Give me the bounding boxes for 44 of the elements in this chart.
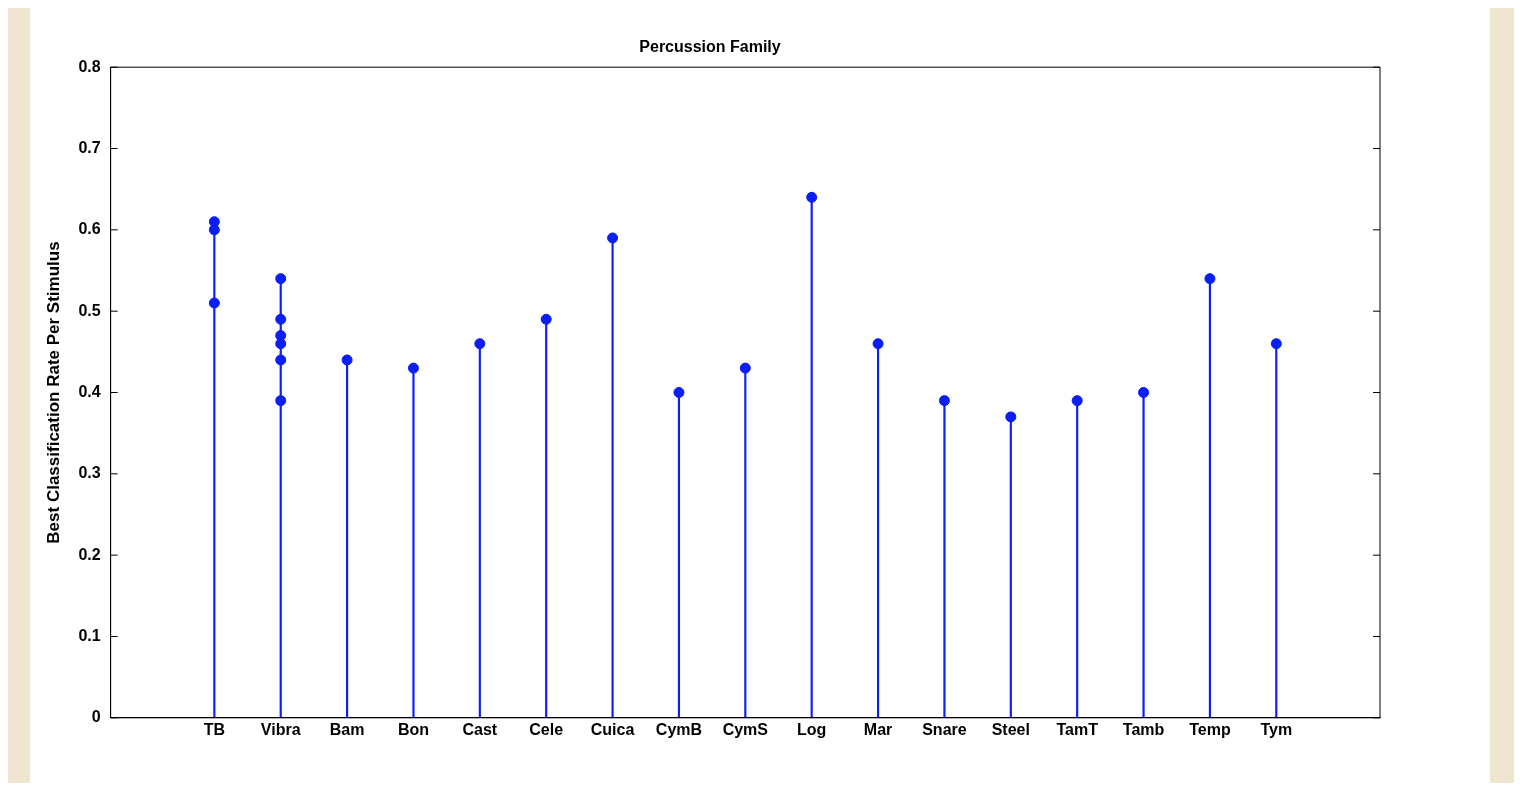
point xyxy=(673,387,685,398)
x-tick-label: CymB xyxy=(655,720,703,738)
y-tick-label: 0.4 xyxy=(78,382,101,400)
y-tick-label: 0.1 xyxy=(78,626,101,644)
x-tick-label: TamT xyxy=(1056,720,1099,738)
point xyxy=(607,232,619,244)
y-tick-label: 0.5 xyxy=(78,301,101,319)
x-tick-label: Temp xyxy=(1189,720,1231,738)
y-tick-label: 0.7 xyxy=(78,138,101,156)
x-tick-label: Steel xyxy=(991,720,1030,738)
point xyxy=(806,191,818,203)
x-tick-label: Tamb xyxy=(1122,720,1165,738)
point xyxy=(341,354,353,366)
point xyxy=(1138,387,1150,398)
chart-title: Percussion Family xyxy=(639,38,781,56)
x-tick-label: Tym xyxy=(1260,720,1293,738)
y-tick-label: 0.8 xyxy=(78,57,101,75)
point xyxy=(1204,273,1216,285)
x-tick-label: TB xyxy=(203,720,226,738)
x-tick-label: Cuica xyxy=(590,720,635,738)
y-tick-label: 0.3 xyxy=(78,464,101,482)
x-tick-label: Bam xyxy=(329,720,365,738)
y-tick-label: 0 xyxy=(91,708,101,726)
x-tick-label: Bon xyxy=(397,720,430,738)
x-tick-label: Mar xyxy=(863,720,893,738)
point xyxy=(474,338,486,350)
point xyxy=(275,273,287,285)
x-tick-label: CymS xyxy=(722,720,769,738)
point xyxy=(872,338,884,350)
y-axis-title: Best Classification Rate Per Stimulus xyxy=(43,241,63,544)
point xyxy=(739,362,751,374)
point xyxy=(1071,395,1083,407)
y-tick-label: 0.6 xyxy=(78,220,101,238)
y-tick-label: 0.2 xyxy=(78,545,101,563)
x-tick-label: Cast xyxy=(462,720,498,738)
x-tick-label: Snare xyxy=(922,720,967,738)
point xyxy=(938,395,950,407)
point xyxy=(1005,411,1017,423)
point xyxy=(1270,338,1282,350)
point xyxy=(407,362,419,374)
x-tick-label: Log xyxy=(797,720,827,738)
x-tick-label: Vibra xyxy=(260,720,301,738)
point xyxy=(540,313,552,325)
x-tick-label: Cele xyxy=(529,720,564,738)
